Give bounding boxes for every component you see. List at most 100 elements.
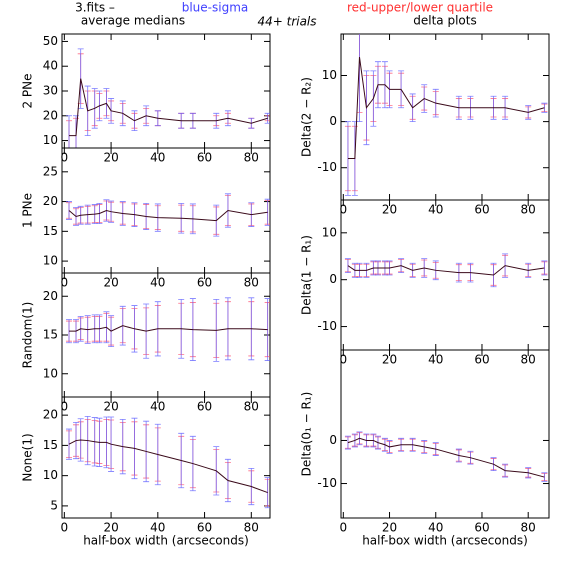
file-label: 3.fits –	[75, 1, 115, 15]
sigma-error-bar	[541, 102, 548, 113]
x-tick-label: 40	[428, 521, 443, 535]
panel-frame	[340, 349, 550, 519]
x-tick-label: 20	[382, 203, 397, 217]
x-tick-label: 0	[339, 353, 347, 367]
x-tick-label: 0	[61, 400, 69, 414]
x-tick-label: 60	[474, 521, 489, 535]
x-tick-label: 60	[474, 203, 489, 217]
y-axis-label: Delta(0₁ − R₁)	[300, 392, 314, 477]
x-tick-label: 60	[197, 276, 212, 290]
sigma-error-bar	[344, 121, 351, 196]
x-tick-label: 40	[150, 400, 165, 414]
y-tick-label: 0	[329, 114, 337, 128]
panel-frame	[61, 272, 271, 398]
y-tick-label: 15	[43, 328, 58, 342]
x-tick-label: 40	[150, 151, 165, 165]
y-axis-label: 2 PNe	[21, 73, 35, 108]
x-tick-label: 80	[521, 521, 536, 535]
trials-label: 44+ trials	[257, 15, 316, 29]
sigma-error-bar	[264, 198, 270, 226]
sigma-error-bar	[66, 319, 73, 344]
sigma-error-bar	[66, 428, 73, 460]
sigma-error-bar	[264, 298, 270, 361]
y-tick-label: 15	[43, 438, 58, 452]
x-tick-label: 60	[197, 521, 212, 535]
sigma-error-bar	[344, 435, 351, 450]
x-axis-label: half-box width (arcseconds)	[83, 534, 249, 548]
x-tick-label: 0	[339, 203, 347, 217]
sigma-error-bar	[264, 477, 270, 509]
sigma-error-bar	[66, 115, 73, 148]
x-tick-label: 80	[244, 151, 259, 165]
y-tick-label: 0	[329, 433, 337, 447]
y-tick-label: 10	[322, 225, 337, 239]
sigma-error-bar	[264, 112, 270, 124]
median-line	[69, 325, 268, 332]
y-tick-label: 10	[322, 68, 337, 82]
x-tick-label: 80	[521, 353, 536, 367]
panel-frame	[61, 396, 271, 519]
y-tick-label: 40	[43, 59, 58, 73]
x-tick-label: 20	[103, 151, 118, 165]
sigma-error-bar	[66, 201, 73, 220]
x-tick-label: 0	[61, 276, 69, 290]
median-line	[69, 78, 268, 137]
y-tick-label: 10	[43, 254, 58, 268]
y-axis-label: Delta(1 − R₁)	[300, 235, 314, 315]
y-tick-label: 15	[43, 224, 58, 238]
x-tick-label: 80	[244, 400, 259, 414]
x-tick-label: 20	[103, 400, 118, 414]
median-line	[347, 437, 545, 478]
sigma-error-bar	[541, 260, 548, 276]
sigma-error-bar	[344, 258, 351, 274]
x-tick-label: 40	[428, 203, 443, 217]
x-tick-label: 40	[150, 521, 165, 535]
y-tick-label: 50	[43, 34, 58, 48]
y-tick-label: 20	[43, 289, 58, 303]
y-tick-label: 25	[43, 164, 58, 178]
y-axis-label: None(1)	[21, 433, 35, 481]
y-tick-label: 30	[43, 84, 58, 98]
x-tick-label: 80	[244, 521, 259, 535]
panel-frame	[340, 33, 550, 201]
y-tick-label: 5	[50, 498, 58, 512]
x-tick-label: 60	[197, 400, 212, 414]
x-tick-label: 60	[474, 353, 489, 367]
y-tick-label: 20	[43, 194, 58, 208]
y-tick-label: 20	[43, 108, 58, 122]
y-tick-label: 10	[43, 133, 58, 147]
x-tick-label: 60	[197, 151, 212, 165]
median-line	[347, 56, 545, 159]
median-line	[347, 265, 545, 276]
y-tick-label: -10	[317, 319, 337, 333]
x-tick-label: 0	[61, 151, 69, 165]
x-tick-label: 0	[61, 521, 69, 535]
panel-frame	[61, 147, 271, 274]
sigma-legend: blue-sigma	[182, 1, 249, 15]
y-axis-label: 1 PNe	[21, 193, 35, 228]
y-tick-label: -10	[317, 160, 337, 174]
y-tick-label: 20	[43, 408, 58, 422]
median-line	[68, 439, 268, 494]
left-title: average medians	[81, 14, 185, 28]
y-axis-label: Delta(2 − R₂)	[300, 77, 314, 157]
y-tick-label: -10	[317, 476, 337, 490]
y-tick-label: 10	[43, 468, 58, 482]
y-tick-label: 10	[43, 366, 58, 380]
x-tick-label: 0	[339, 521, 347, 535]
quartile-legend: red-upper/lower quartile	[347, 1, 493, 15]
x-axis-label: half-box width (arcseconds)	[362, 534, 528, 548]
x-tick-label: 20	[382, 521, 397, 535]
median-line	[68, 209, 268, 222]
x-tick-label: 20	[103, 276, 118, 290]
y-tick-label: 0	[329, 272, 337, 286]
x-tick-label: 80	[521, 203, 536, 217]
x-tick-label: 40	[150, 276, 165, 290]
x-tick-label: 20	[382, 353, 397, 367]
sigma-error-bar	[541, 472, 548, 482]
right-title: delta plots	[413, 14, 476, 28]
x-tick-label: 80	[244, 276, 259, 290]
x-tick-label: 40	[428, 353, 443, 367]
x-tick-label: 20	[103, 521, 118, 535]
